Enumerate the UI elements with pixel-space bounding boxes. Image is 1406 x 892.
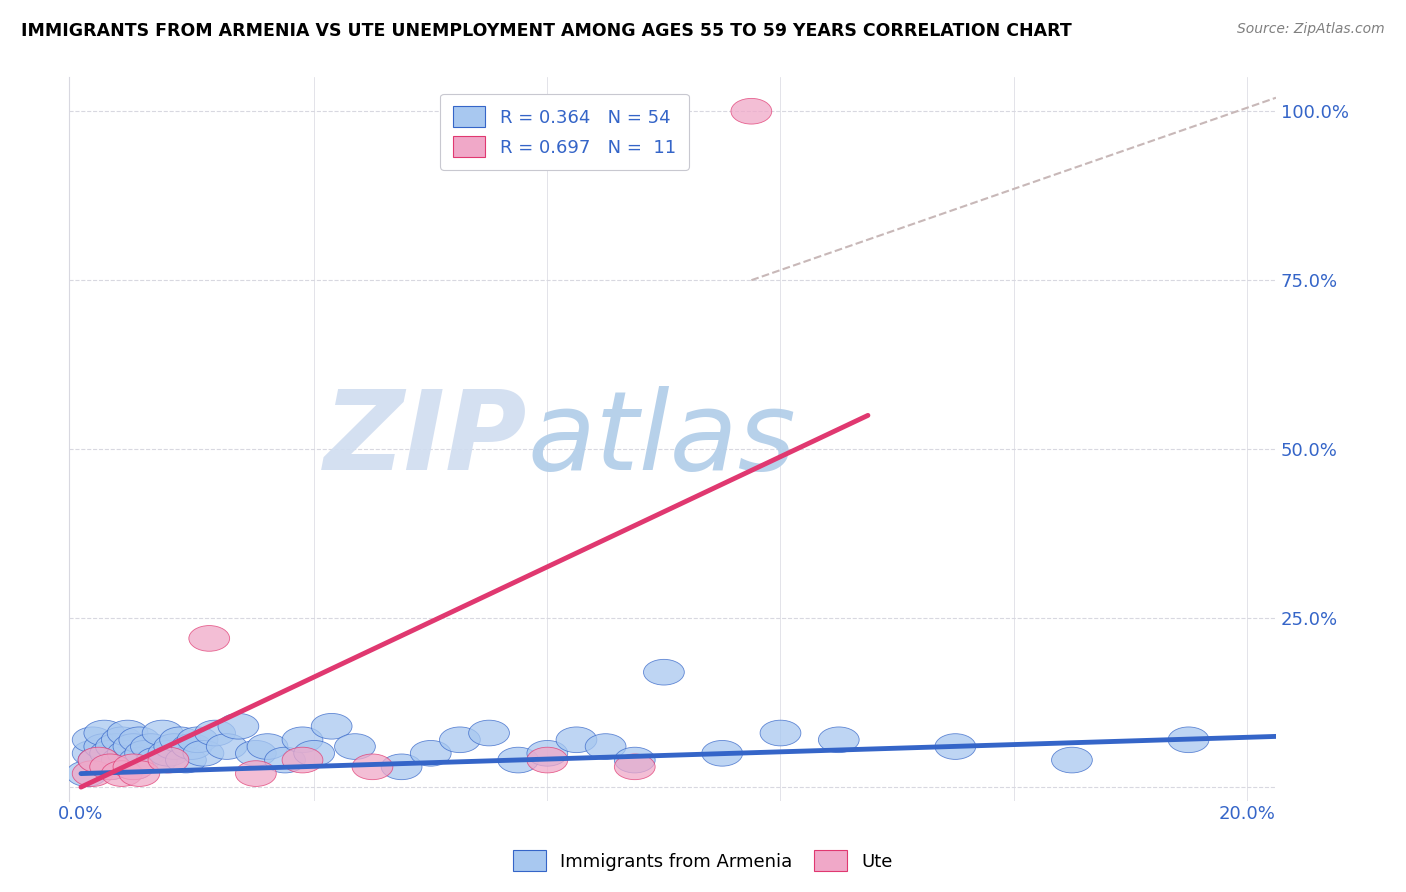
Ellipse shape [761,720,801,746]
Ellipse shape [381,754,422,780]
Ellipse shape [120,761,160,787]
Ellipse shape [101,761,142,787]
Ellipse shape [79,747,120,772]
Ellipse shape [72,740,112,766]
Ellipse shape [90,740,131,766]
Ellipse shape [235,740,276,766]
Ellipse shape [188,625,229,651]
Ellipse shape [935,734,976,759]
Text: Source: ZipAtlas.com: Source: ZipAtlas.com [1237,22,1385,37]
Ellipse shape [72,761,112,787]
Legend: R = 0.364   N = 54, R = 0.697   N =  11: R = 0.364 N = 54, R = 0.697 N = 11 [440,94,689,169]
Ellipse shape [498,747,538,772]
Ellipse shape [1052,747,1092,772]
Ellipse shape [555,727,598,753]
Text: IMMIGRANTS FROM ARMENIA VS UTE UNEMPLOYMENT AMONG AGES 55 TO 59 YEARS CORRELATIO: IMMIGRANTS FROM ARMENIA VS UTE UNEMPLOYM… [21,22,1071,40]
Ellipse shape [112,754,153,780]
Ellipse shape [585,734,626,759]
Ellipse shape [112,754,153,780]
Ellipse shape [160,727,201,753]
Ellipse shape [107,740,148,766]
Ellipse shape [644,659,685,685]
Ellipse shape [84,734,125,759]
Legend: Immigrants from Armenia, Ute: Immigrants from Armenia, Ute [506,843,900,879]
Ellipse shape [311,714,352,739]
Ellipse shape [194,720,235,746]
Ellipse shape [218,714,259,739]
Ellipse shape [283,727,323,753]
Ellipse shape [247,734,288,759]
Ellipse shape [84,720,125,746]
Ellipse shape [153,734,194,759]
Ellipse shape [90,754,131,780]
Ellipse shape [468,720,509,746]
Ellipse shape [1168,727,1209,753]
Text: ZIP: ZIP [325,385,527,492]
Ellipse shape [90,754,131,780]
Ellipse shape [527,747,568,772]
Ellipse shape [79,747,120,772]
Ellipse shape [614,747,655,772]
Ellipse shape [148,747,188,772]
Ellipse shape [166,747,207,772]
Ellipse shape [125,740,166,766]
Ellipse shape [148,740,188,766]
Ellipse shape [264,747,305,772]
Ellipse shape [172,734,212,759]
Ellipse shape [235,761,276,787]
Ellipse shape [283,747,323,772]
Ellipse shape [101,747,142,772]
Ellipse shape [66,761,107,787]
Ellipse shape [131,734,172,759]
Ellipse shape [411,740,451,766]
Ellipse shape [72,727,112,753]
Ellipse shape [177,727,218,753]
Ellipse shape [136,747,177,772]
Ellipse shape [120,727,160,753]
Ellipse shape [335,734,375,759]
Ellipse shape [101,727,142,753]
Text: atlas: atlas [527,385,796,492]
Ellipse shape [527,740,568,766]
Ellipse shape [207,734,247,759]
Ellipse shape [440,727,481,753]
Ellipse shape [614,754,655,780]
Ellipse shape [352,754,392,780]
Ellipse shape [731,98,772,124]
Ellipse shape [294,740,335,766]
Ellipse shape [120,747,160,772]
Ellipse shape [112,734,153,759]
Ellipse shape [702,740,742,766]
Ellipse shape [96,734,136,759]
Ellipse shape [183,740,224,766]
Ellipse shape [818,727,859,753]
Ellipse shape [142,720,183,746]
Ellipse shape [107,720,148,746]
